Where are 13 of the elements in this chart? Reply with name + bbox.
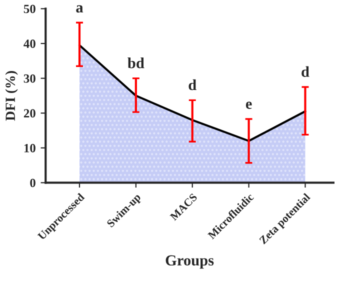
y-tick-label: 10: [24, 144, 36, 152]
y-axis-title: DFI (%): [5, 71, 18, 121]
y-tick-label: 30: [24, 74, 36, 83]
annotation: d: [188, 79, 196, 90]
y-tick-label: 20: [24, 109, 36, 118]
annotation: d: [302, 66, 310, 77]
annotation: bd: [128, 58, 144, 68]
y-tick-label: 50: [24, 4, 36, 14]
annotation: a: [76, 5, 84, 13]
annotation: e: [246, 102, 252, 109]
x-axis-title: Groups: [166, 255, 214, 269]
y-tick-label: 0: [30, 178, 36, 188]
y-tick-label: 40: [24, 40, 36, 48]
